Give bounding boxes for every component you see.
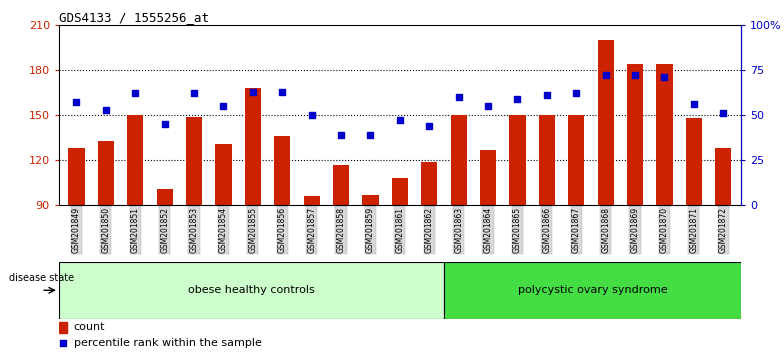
- Point: [187, 91, 200, 96]
- Point: [511, 96, 524, 102]
- Point: [481, 103, 494, 109]
- Point: [305, 112, 318, 118]
- Point: [246, 89, 259, 95]
- Bar: [59, 262, 445, 319]
- Point: [659, 74, 671, 80]
- Point: [394, 118, 406, 123]
- Bar: [362, 195, 379, 205]
- Text: disease state: disease state: [9, 273, 74, 283]
- Bar: [186, 116, 202, 205]
- Point: [717, 110, 729, 116]
- Text: obese healthy controls: obese healthy controls: [188, 285, 315, 295]
- Point: [100, 107, 112, 113]
- Text: polycystic ovary syndrome: polycystic ovary syndrome: [517, 285, 667, 295]
- Bar: [333, 165, 349, 205]
- Bar: [303, 196, 320, 205]
- Point: [276, 89, 289, 95]
- Bar: [568, 115, 584, 205]
- Bar: [597, 40, 614, 205]
- Bar: [451, 115, 466, 205]
- Bar: [245, 88, 261, 205]
- Bar: [157, 189, 172, 205]
- Point: [129, 91, 141, 96]
- Point: [540, 92, 553, 98]
- Bar: [59, 322, 67, 333]
- Bar: [98, 141, 114, 205]
- Point: [158, 121, 171, 127]
- Point: [452, 94, 465, 100]
- Text: count: count: [74, 322, 105, 332]
- Point: [364, 132, 376, 138]
- Bar: [216, 144, 231, 205]
- Bar: [68, 148, 85, 205]
- Point: [629, 73, 641, 78]
- Text: percentile rank within the sample: percentile rank within the sample: [74, 338, 262, 348]
- Point: [570, 91, 583, 96]
- Point: [599, 73, 612, 78]
- Bar: [421, 162, 437, 205]
- Text: GDS4133 / 1555256_at: GDS4133 / 1555256_at: [59, 11, 209, 24]
- Point: [423, 123, 435, 129]
- Bar: [445, 262, 741, 319]
- Bar: [627, 64, 643, 205]
- Bar: [392, 178, 408, 205]
- Point: [335, 132, 347, 138]
- Point: [688, 101, 700, 107]
- Bar: [127, 115, 143, 205]
- Bar: [539, 115, 555, 205]
- Point: [217, 103, 230, 109]
- Bar: [274, 136, 290, 205]
- Point: [56, 341, 69, 346]
- Bar: [715, 148, 731, 205]
- Bar: [510, 115, 525, 205]
- Bar: [480, 150, 496, 205]
- Bar: [656, 64, 673, 205]
- Bar: [686, 118, 702, 205]
- Point: [71, 99, 82, 105]
